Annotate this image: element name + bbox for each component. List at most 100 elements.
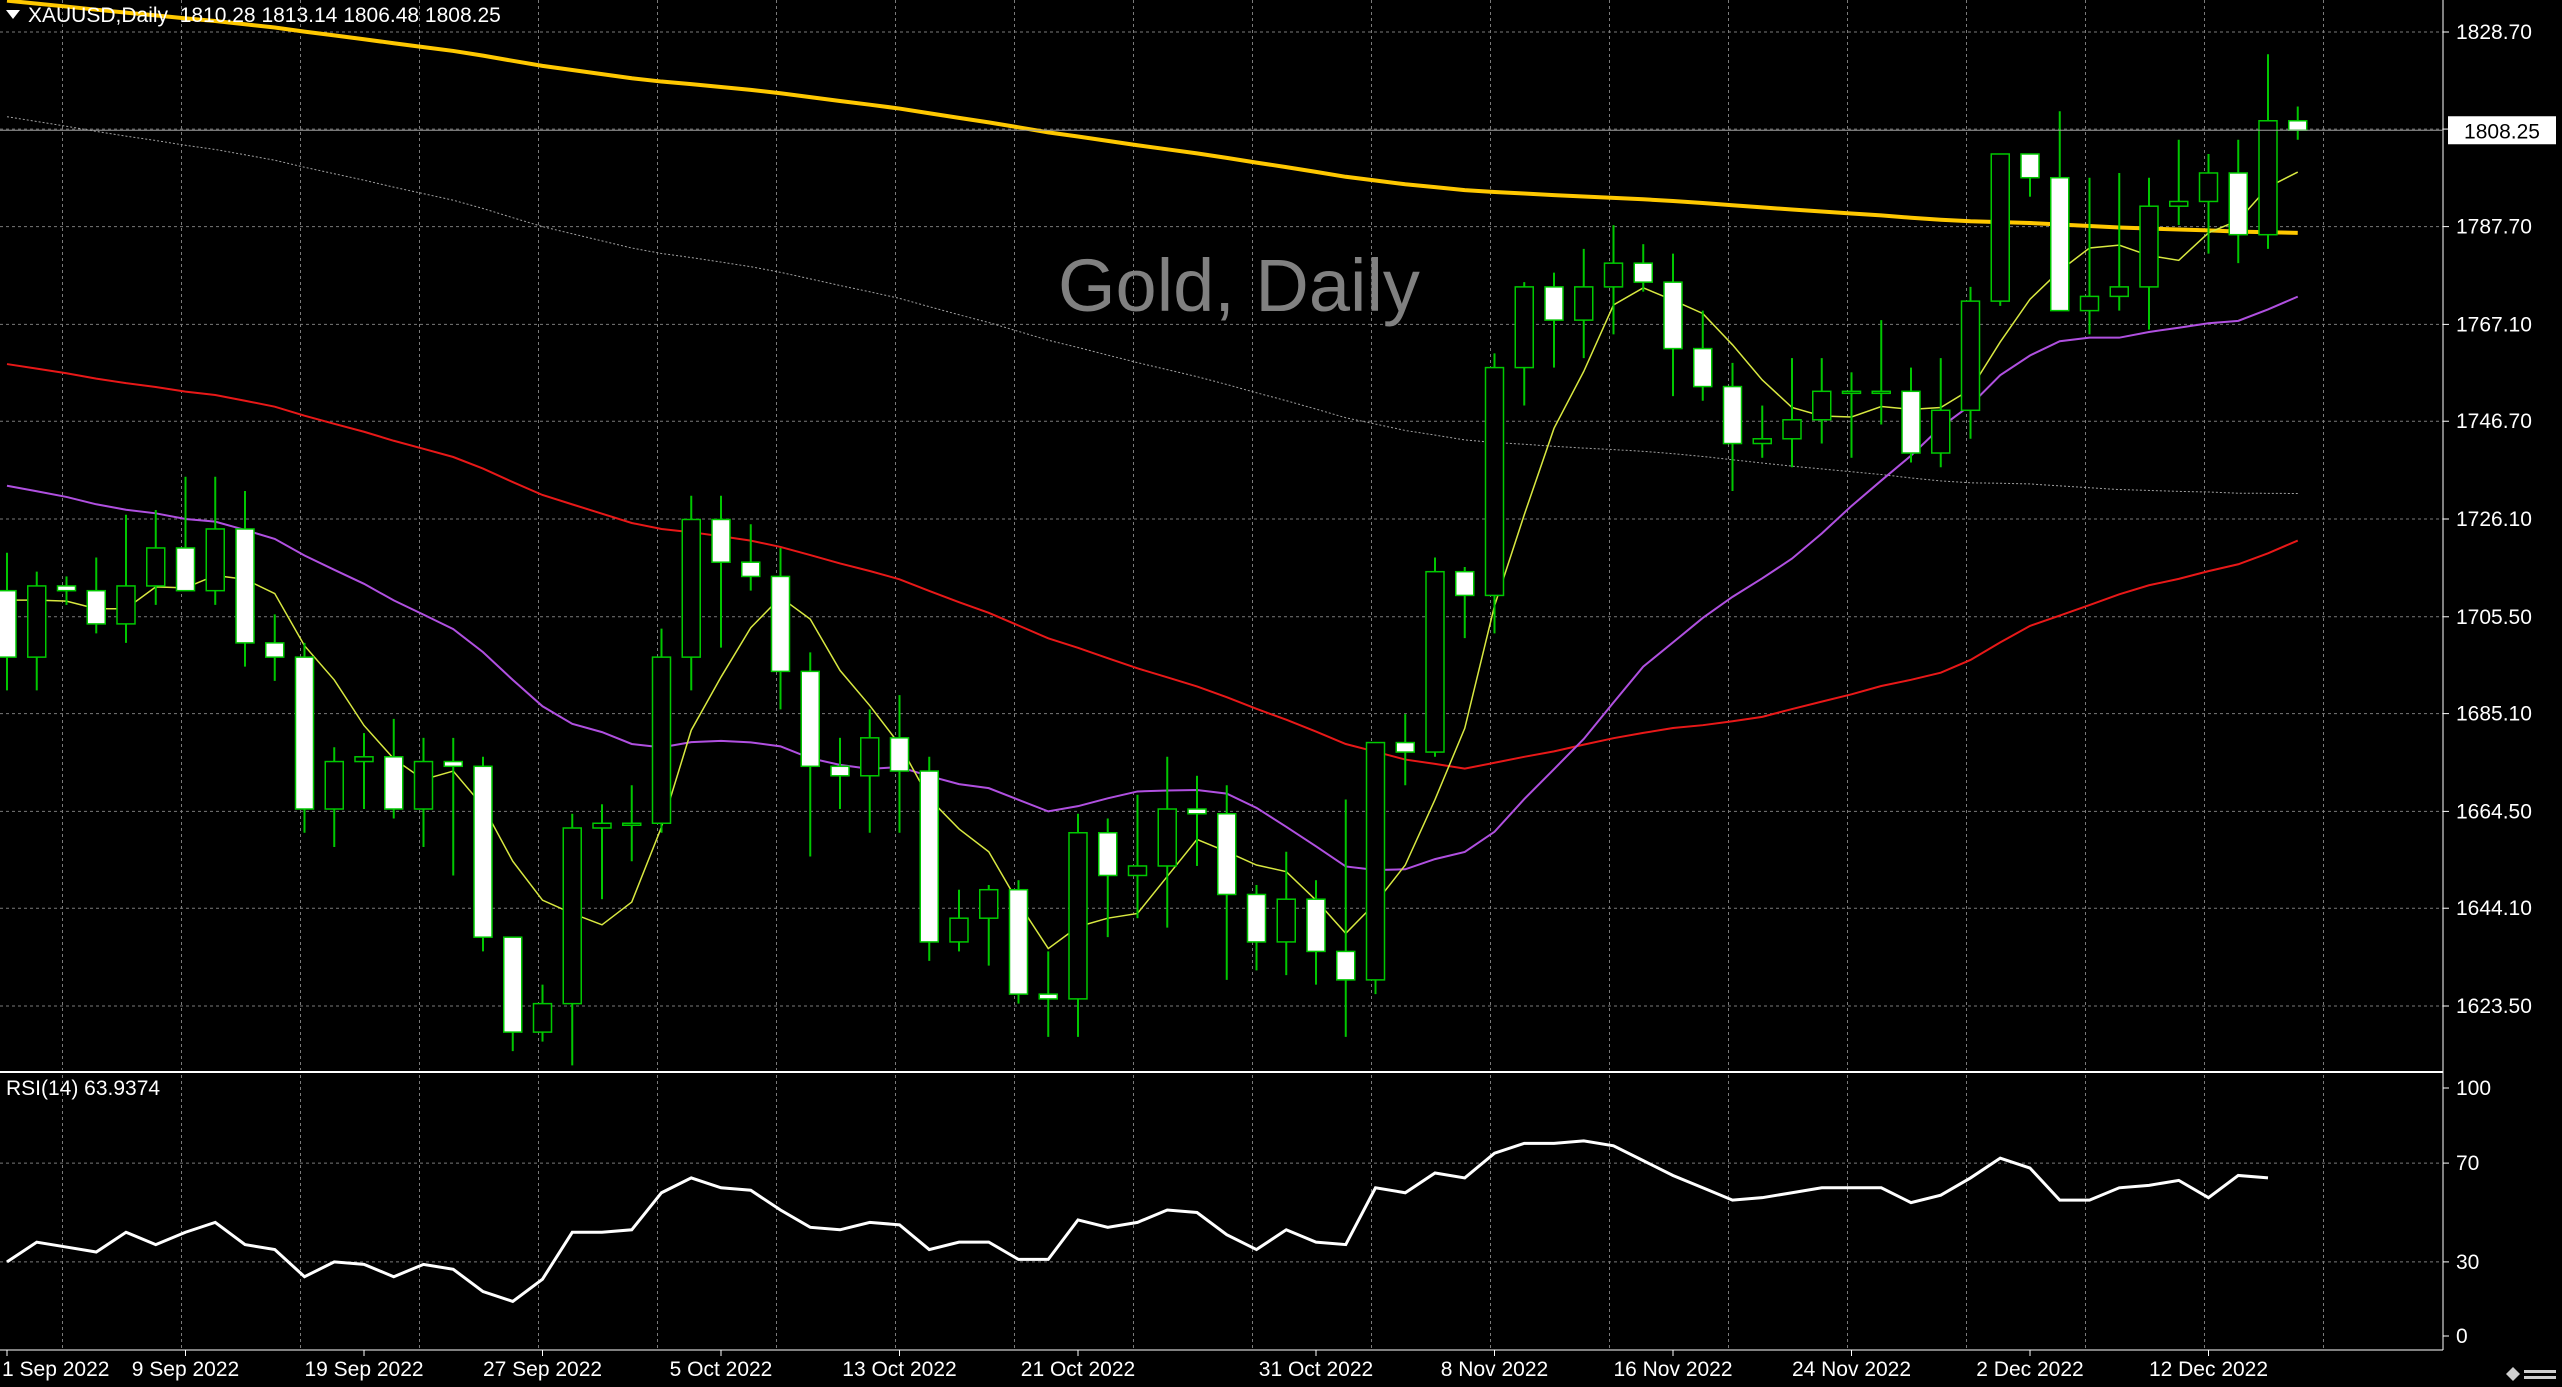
price-tick-label: 1726.10: [2456, 508, 2532, 531]
candle-body: [592, 822, 612, 829]
candle-body: [1603, 262, 1624, 288]
candle: [1395, 714, 1415, 786]
candle: [2169, 139, 2189, 226]
candle-body: [532, 1002, 553, 1033]
candle-body: [1752, 438, 1772, 445]
candle-body: [2258, 120, 2278, 236]
candle-body: [265, 642, 285, 658]
date-tick-label: 13 Oct 2022: [842, 1358, 956, 1381]
candle-body: [1038, 993, 1058, 1000]
candle-body: [830, 765, 850, 777]
candle-body: [741, 561, 761, 578]
price-tick-label: 1664.50: [2456, 800, 2532, 823]
candle-body: [0, 589, 17, 658]
candle: [86, 557, 106, 634]
candle-body: [1187, 808, 1207, 815]
candle: [1812, 358, 1832, 444]
dropdown-triangle-icon[interactable]: [6, 10, 20, 19]
candle: [116, 514, 136, 643]
rsi-tick-label: 70: [2456, 1152, 2479, 1175]
candle: [354, 733, 374, 810]
candle: [949, 889, 969, 952]
moving-average-lines: [6, 0, 2299, 950]
candle-body: [2050, 176, 2070, 312]
rsi-line: [6, 1139, 2269, 1304]
candle: [1455, 566, 1475, 639]
price-tick-label: 1623.50: [2456, 995, 2532, 1018]
candle: [1693, 310, 1713, 401]
candle-body: [2288, 120, 2308, 132]
candle: [711, 495, 731, 648]
candle-body: [146, 547, 166, 587]
candle-body: [1455, 570, 1475, 597]
candle: [1336, 799, 1356, 1037]
candle: [175, 476, 196, 592]
candle: [651, 628, 672, 833]
candle-body: [413, 760, 434, 810]
candle-body: [443, 760, 463, 768]
current-price-label: 1808.25: [2464, 120, 2540, 143]
candle-body: [770, 575, 791, 673]
candle-body: [1365, 741, 1386, 981]
candle-body: [205, 528, 225, 592]
candle-body: [2020, 153, 2040, 179]
candle: [1544, 272, 1564, 368]
candle-body: [1336, 950, 1356, 981]
date-tick-label: 5 Oct 2022: [670, 1358, 773, 1381]
candle: [1603, 225, 1624, 335]
candle: [2228, 139, 2248, 264]
candle: [443, 737, 463, 876]
candle: [979, 884, 999, 966]
candle-body: [235, 528, 255, 644]
rsi-pane: 0 30 70 100: [0, 1077, 2491, 1348]
candle: [2198, 153, 2219, 254]
candle: [56, 576, 77, 605]
candle-body: [1514, 286, 1534, 369]
candle: [2050, 111, 2070, 312]
candle-body: [116, 585, 136, 625]
date-tick-label: 1 Sep 2022: [2, 1358, 109, 1381]
candle-body: [1663, 281, 1683, 350]
candle: [0, 552, 17, 691]
price-tick-label: 1746.70: [2456, 410, 2532, 433]
candle: [800, 652, 820, 857]
candle-body: [1306, 898, 1326, 953]
candle: [1931, 358, 1951, 468]
price-axis-line: [0, 0, 2444, 1351]
candle: [503, 936, 523, 1052]
candle-body: [1693, 347, 1713, 388]
candle: [622, 785, 642, 862]
date-tick-label: 24 Nov 2022: [1792, 1358, 1911, 1381]
grid-lines: [0, 0, 2443, 1348]
candle: [1217, 785, 1237, 980]
candle: [324, 747, 344, 847]
date-tick-label: 12 Dec 2022: [2149, 1358, 2268, 1381]
price-tick-label: 1828.70: [2456, 21, 2532, 44]
candle-body: [324, 760, 344, 810]
candle: [889, 695, 910, 833]
candle-body: [1871, 390, 1891, 395]
ma-20-line: [6, 295, 2299, 872]
candle-body: [681, 518, 701, 658]
candle: [1365, 741, 1386, 995]
date-tick-label: 31 Oct 2022: [1259, 1358, 1373, 1381]
candle: [205, 476, 225, 605]
symbol-header[interactable]: XAUUSD,Daily 1810.28 1813.14 1806.48 180…: [6, 4, 501, 28]
candle: [1068, 813, 1088, 1037]
candle: [1752, 405, 1772, 458]
candle: [294, 642, 315, 833]
candle: [2020, 153, 2040, 197]
candle-body: [1931, 409, 1951, 454]
candle-body: [1484, 366, 1505, 597]
candle: [146, 509, 166, 605]
candle-body: [622, 822, 642, 827]
date-tick-label: 19 Sep 2022: [304, 1358, 423, 1381]
date-tick-label: 21 Oct 2022: [1021, 1358, 1135, 1381]
candle-body: [1812, 390, 1832, 421]
candle: [1722, 362, 1743, 491]
candle-body: [2198, 172, 2219, 203]
candle: [1276, 851, 1296, 976]
price-tick-label: 1787.70: [2456, 216, 2532, 239]
candle-body: [1098, 831, 1118, 877]
candle-body: [2139, 205, 2159, 288]
